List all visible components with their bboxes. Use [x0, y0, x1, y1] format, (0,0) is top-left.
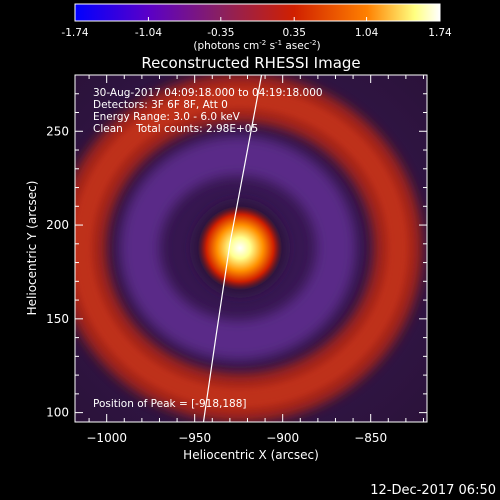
annotation-detectors: Detectors: 3F 6F 8F, Att 0	[93, 99, 228, 111]
colorbar-tick-label: -1.04	[135, 27, 162, 39]
y-tick-label: 250	[46, 124, 69, 138]
plot-frame	[74, 74, 428, 423]
y-axis-ticks: 100 150 200 250	[46, 93, 427, 420]
y-tick-label: 200	[46, 218, 69, 232]
colorbar-tick-label: -1.74	[61, 27, 88, 39]
x-axis-label: Heliocentric X (arcsec)	[183, 448, 319, 462]
colorbar-tick-label: 1.04	[355, 27, 379, 39]
solar-limb-curve	[202, 75, 263, 422]
colorbar-units: (photons cm-2 s-1 asec-2)	[193, 39, 320, 52]
chart-title: Reconstructed RHESSI Image	[141, 54, 360, 72]
y-tick-label: 150	[46, 312, 69, 326]
colorbar-tick-label: -0.35	[207, 27, 234, 39]
x-tick-label: −900	[266, 431, 299, 445]
x-tick-label: −850	[354, 431, 387, 445]
y-tick-label: 100	[46, 406, 69, 420]
annotation-time-range: 30-Aug-2017 04:09:18.000 to 04:19:18.000	[93, 87, 323, 99]
colorbar-tick-label: 0.35	[283, 27, 306, 39]
colorbar	[74, 3, 441, 22]
annotation-peak: Position of Peak = [-918,188]	[93, 398, 247, 410]
colorbar-tick-label: 1.74	[428, 27, 452, 39]
x-tick-label: −950	[178, 431, 211, 445]
x-tick-label: −1000	[86, 431, 127, 445]
y-axis-label: Heliocentric Y (arcsec)	[25, 181, 39, 316]
annotation-energy: Energy Range: 3.0 - 6.0 keV	[93, 111, 241, 123]
x-axis-ticks: −1000 −950 −900 −850	[86, 75, 424, 445]
annotation-counts: Clean Total counts: 2.98E+05	[93, 123, 258, 135]
colorbar-ticks: -1.74 -1.04 -0.35 0.35 1.04 1.74	[61, 17, 452, 39]
heatmap-image	[75, 75, 427, 422]
footer-timestamp: 12-Dec-2017 06:50	[370, 483, 496, 498]
